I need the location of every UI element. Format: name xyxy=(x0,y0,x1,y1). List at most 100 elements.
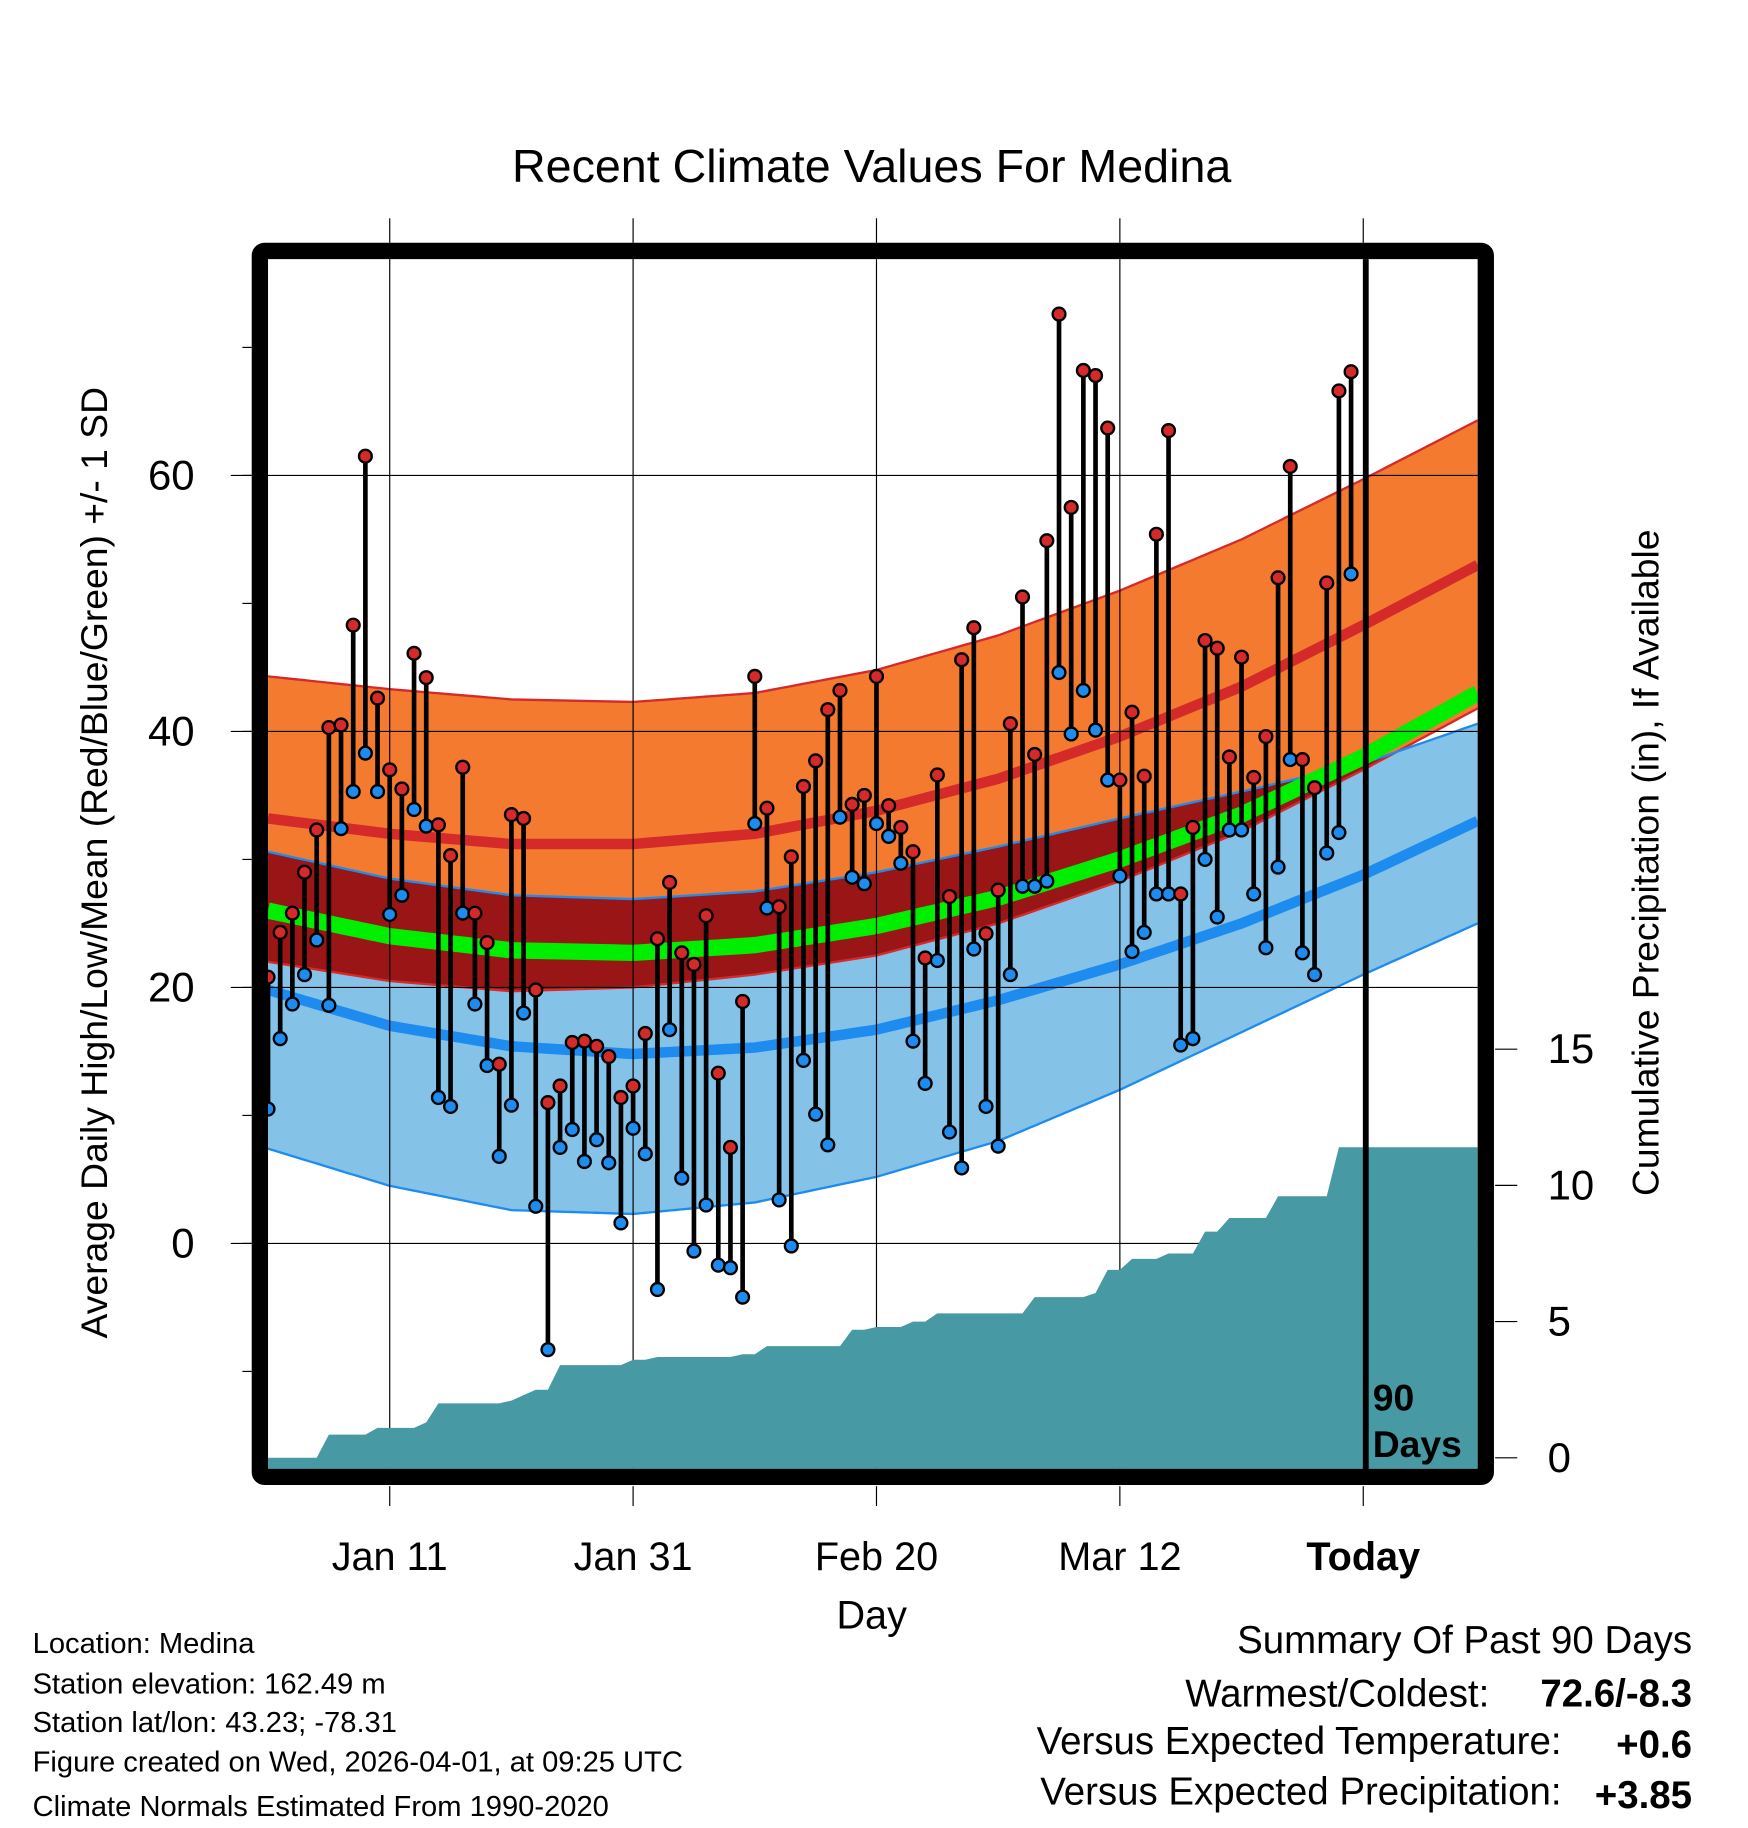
daily-low-point xyxy=(1343,566,1359,582)
daily-high-point xyxy=(1100,420,1116,436)
daily-high-point xyxy=(893,819,909,835)
daily-high-point xyxy=(1331,383,1347,399)
daily-low-point xyxy=(382,906,398,923)
summary-warmest-value: 72.6/-8.3 xyxy=(1540,1672,1692,1715)
daily-high-point xyxy=(1209,640,1225,656)
y2-tick-label: 0 xyxy=(1548,1434,1571,1481)
daily-high-point xyxy=(844,796,860,812)
daily-high-point xyxy=(442,847,459,864)
daily-high-point xyxy=(576,1033,592,1049)
daily-high-point xyxy=(1075,362,1091,379)
daily-low-point xyxy=(1014,878,1031,894)
daily-low-point xyxy=(686,1243,702,1259)
summary-temp-label: Versus Expected Temperature: xyxy=(1037,1720,1562,1763)
daily-high-point xyxy=(722,1139,739,1155)
daily-low-point xyxy=(369,783,386,800)
daily-low-point xyxy=(576,1153,592,1170)
daily-high-point xyxy=(540,1095,556,1111)
daily-low-point xyxy=(771,1192,787,1208)
daily-high-point xyxy=(1233,649,1250,665)
daily-low-point xyxy=(1160,886,1177,902)
daily-low-point xyxy=(430,1089,446,1106)
daily-high-point xyxy=(698,908,714,924)
daily-low-point xyxy=(589,1132,605,1148)
daily-low-point xyxy=(783,1238,799,1254)
daily-high-point xyxy=(1002,716,1018,732)
footer-created: Figure created on Wed, 2026-04-01, at 09… xyxy=(33,1747,683,1779)
low-minus-sd-line xyxy=(268,922,1478,1216)
daily-high-point xyxy=(382,762,398,778)
daily-high-point xyxy=(832,682,848,699)
daily-high-point xyxy=(771,899,787,915)
daily-low-point xyxy=(929,952,945,969)
daily-low-point xyxy=(345,783,361,800)
daily-low-point xyxy=(1112,868,1128,884)
daily-high-point xyxy=(820,702,836,718)
daily-low-point xyxy=(966,941,982,957)
daily-low-point xyxy=(601,1155,617,1171)
daily-low-point xyxy=(1233,822,1250,838)
daily-high-point xyxy=(1221,749,1237,765)
summary-title: Summary Of Past 90 Days xyxy=(1237,1619,1692,1662)
daily-high-point xyxy=(503,807,519,823)
x-tick-label: Jan 31 xyxy=(574,1535,693,1579)
cumulative-precip-area xyxy=(268,1147,1478,1469)
daily-low-point xyxy=(1087,722,1104,738)
daily-low-point xyxy=(649,1281,666,1298)
daily-low-point xyxy=(1002,967,1018,983)
daily-low-point xyxy=(1331,824,1347,841)
daily-high-point xyxy=(868,668,885,684)
daily-low-point xyxy=(941,1124,958,1140)
daily-low-point xyxy=(1136,924,1152,940)
daily-low-point xyxy=(844,869,860,885)
daily-high-point xyxy=(1136,768,1152,784)
y2-tick-label: 5 xyxy=(1548,1298,1571,1345)
daily-low-point xyxy=(662,1022,678,1038)
daily-high-point xyxy=(783,849,799,865)
daily-high-point xyxy=(467,905,483,921)
daily-high-point xyxy=(552,1078,568,1094)
daily-high-point xyxy=(357,448,373,464)
daily-high-point xyxy=(1148,526,1164,542)
daily-high-point xyxy=(1294,751,1310,768)
daily-high-point xyxy=(747,668,763,684)
daily-high-point xyxy=(954,652,970,668)
y-tick-label: 0 xyxy=(171,1219,194,1266)
daily-high-point xyxy=(1112,772,1128,788)
daily-low-point xyxy=(881,828,897,844)
daily-high-point xyxy=(284,905,300,921)
daily-low-point xyxy=(674,1170,690,1186)
daily-low-point xyxy=(479,1057,495,1074)
daily-low-point xyxy=(418,818,434,834)
daily-low-point xyxy=(455,905,471,921)
daily-high-point xyxy=(1027,746,1043,763)
daily-low-point xyxy=(990,1138,1006,1154)
daily-low-point xyxy=(856,876,872,892)
daily-low-point xyxy=(1319,845,1335,861)
daily-low-point xyxy=(503,1097,519,1113)
daily-low-point xyxy=(516,1005,532,1021)
daily-high-point xyxy=(1051,306,1067,322)
y2-axis-label: Cumulative Precipitation (in), If Availa… xyxy=(1624,529,1666,1196)
x-tick-label: Mar 12 xyxy=(1058,1535,1181,1579)
daily-high-point xyxy=(662,874,678,891)
daily-low-point xyxy=(1282,751,1298,768)
plot-frame xyxy=(251,242,1494,1486)
daily-low-point xyxy=(1307,967,1323,983)
daily-high-point xyxy=(795,778,812,795)
daily-high-point xyxy=(528,982,544,998)
daily-low-point xyxy=(710,1257,726,1273)
today-label-line1: 90 xyxy=(1373,1376,1414,1418)
summary-warmest-label: Warmest/Coldest: xyxy=(1185,1672,1489,1715)
daily-low-point xyxy=(467,996,483,1012)
daily-high-point xyxy=(296,864,313,880)
daily-high-point xyxy=(333,717,349,733)
daily-low-point xyxy=(1294,945,1310,961)
daily-low-point xyxy=(1270,859,1286,875)
daily-high-point xyxy=(1063,499,1079,515)
y2-tick-label: 10 xyxy=(1548,1161,1595,1208)
y-axis-label: Average Daily High/Low/Mean (Red/Blue/Gr… xyxy=(73,387,115,1338)
daily-high-point xyxy=(1270,570,1286,586)
daily-high-point xyxy=(625,1078,641,1094)
daily-high-point xyxy=(601,1048,617,1065)
